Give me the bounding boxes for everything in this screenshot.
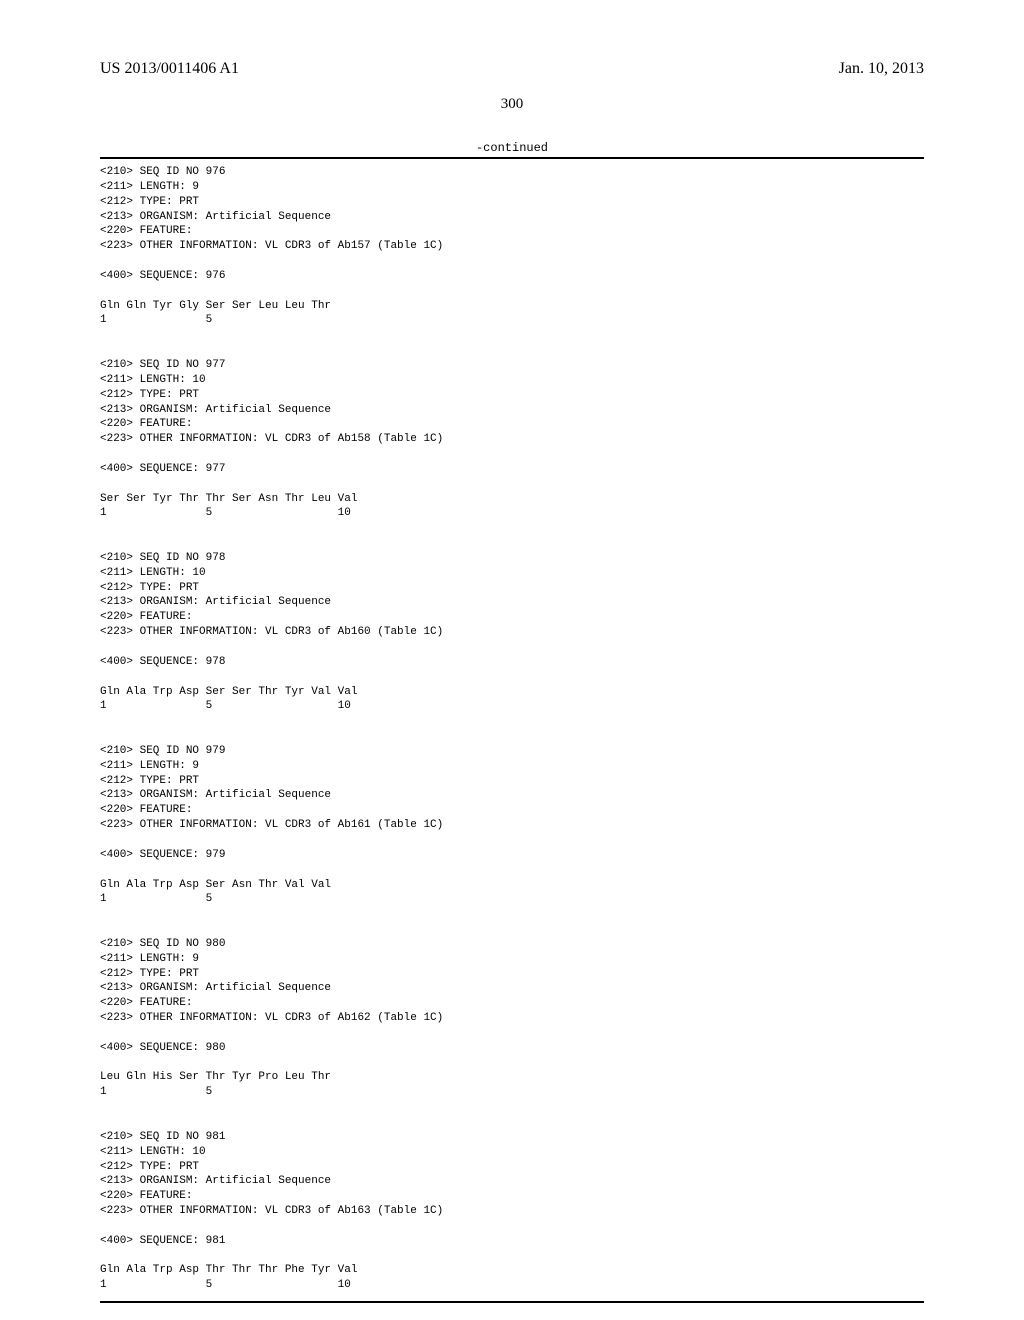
blank-line <box>100 328 924 343</box>
sequence-entry: <210> SEQ ID NO 981<211> LENGTH: 10<212>… <box>100 1130 924 1293</box>
sequence-line: <210> SEQ ID NO 977 <box>100 358 924 373</box>
sequence-line <box>100 640 924 655</box>
sequence-line: <211> LENGTH: 10 <box>100 566 924 581</box>
sequence-line: 1 5 10 <box>100 699 924 714</box>
blank-line <box>100 907 924 922</box>
sequence-line: <213> ORGANISM: Artificial Sequence <box>100 1174 924 1189</box>
sequence-line: Gln Gln Tyr Gly Ser Ser Leu Leu Thr <box>100 299 924 314</box>
divider-top <box>100 157 924 159</box>
sequence-line: <213> ORGANISM: Artificial Sequence <box>100 981 924 996</box>
blank-line <box>100 729 924 744</box>
sequence-line: <210> SEQ ID NO 981 <box>100 1130 924 1145</box>
blank-line <box>100 536 924 551</box>
sequence-line: <223> OTHER INFORMATION: VL CDR3 of Ab16… <box>100 625 924 640</box>
sequence-line: <220> FEATURE: <box>100 224 924 239</box>
sequence-line: <212> TYPE: PRT <box>100 774 924 789</box>
sequence-line: Leu Gln His Ser Thr Tyr Pro Leu Thr <box>100 1070 924 1085</box>
sequence-line: Gln Ala Trp Asp Ser Ser Thr Tyr Val Val <box>100 685 924 700</box>
sequence-line <box>100 833 924 848</box>
sequence-line: <211> LENGTH: 9 <box>100 952 924 967</box>
sequence-line: <223> OTHER INFORMATION: VL CDR3 of Ab16… <box>100 818 924 833</box>
sequence-line <box>100 254 924 269</box>
sequence-line: <213> ORGANISM: Artificial Sequence <box>100 210 924 225</box>
sequence-line: <400> SEQUENCE: 976 <box>100 269 924 284</box>
publication-date: Jan. 10, 2013 <box>839 60 924 78</box>
sequence-line: <213> ORGANISM: Artificial Sequence <box>100 788 924 803</box>
sequence-line <box>100 1219 924 1234</box>
sequence-line: 1 5 10 <box>100 506 924 521</box>
publication-id: US 2013/0011406 A1 <box>100 60 239 78</box>
sequence-line: <400> SEQUENCE: 977 <box>100 462 924 477</box>
blank-line <box>100 714 924 729</box>
sequence-line: 1 5 <box>100 1085 924 1100</box>
sequence-line: Gln Ala Trp Asp Thr Thr Thr Phe Tyr Val <box>100 1263 924 1278</box>
sequence-line: Gln Ala Trp Asp Ser Asn Thr Val Val <box>100 878 924 893</box>
sequence-line: <223> OTHER INFORMATION: VL CDR3 of Ab16… <box>100 1204 924 1219</box>
sequence-line <box>100 1026 924 1041</box>
sequence-line: <213> ORGANISM: Artificial Sequence <box>100 595 924 610</box>
sequence-line <box>100 1056 924 1071</box>
sequence-line: <223> OTHER INFORMATION: VL CDR3 of Ab16… <box>100 1011 924 1026</box>
sequence-line: <220> FEATURE: <box>100 996 924 1011</box>
sequence-entry: <210> SEQ ID NO 976<211> LENGTH: 9<212> … <box>100 165 924 358</box>
sequence-line: <210> SEQ ID NO 980 <box>100 937 924 952</box>
sequence-line: <400> SEQUENCE: 978 <box>100 655 924 670</box>
sequence-line: <220> FEATURE: <box>100 1189 924 1204</box>
sequence-line <box>100 284 924 299</box>
sequence-line: 1 5 10 <box>100 1278 924 1293</box>
sequence-line: <211> LENGTH: 9 <box>100 759 924 774</box>
page-number: 300 <box>100 96 924 113</box>
sequence-entry: <210> SEQ ID NO 979<211> LENGTH: 9<212> … <box>100 744 924 937</box>
page-header: US 2013/0011406 A1 Jan. 10, 2013 <box>100 60 924 78</box>
sequence-line: <210> SEQ ID NO 976 <box>100 165 924 180</box>
blank-line <box>100 343 924 358</box>
sequence-line <box>100 670 924 685</box>
sequence-line: <212> TYPE: PRT <box>100 581 924 596</box>
sequence-line: 1 5 <box>100 892 924 907</box>
sequence-line: 1 5 <box>100 313 924 328</box>
blank-line <box>100 1100 924 1115</box>
sequence-line: <220> FEATURE: <box>100 610 924 625</box>
sequence-line <box>100 477 924 492</box>
sequence-line: Ser Ser Tyr Thr Thr Ser Asn Thr Leu Val <box>100 492 924 507</box>
sequence-line: <213> ORGANISM: Artificial Sequence <box>100 403 924 418</box>
sequence-line: <212> TYPE: PRT <box>100 967 924 982</box>
sequence-entry: <210> SEQ ID NO 977<211> LENGTH: 10<212>… <box>100 358 924 551</box>
blank-line <box>100 1115 924 1130</box>
sequence-line: <210> SEQ ID NO 978 <box>100 551 924 566</box>
sequence-line: <211> LENGTH: 10 <box>100 373 924 388</box>
sequence-entry: <210> SEQ ID NO 978<211> LENGTH: 10<212>… <box>100 551 924 744</box>
sequence-listing: <210> SEQ ID NO 976<211> LENGTH: 9<212> … <box>100 165 924 1293</box>
sequence-line: <400> SEQUENCE: 979 <box>100 848 924 863</box>
sequence-line: <220> FEATURE: <box>100 417 924 432</box>
sequence-line: <212> TYPE: PRT <box>100 1160 924 1175</box>
sequence-line: <400> SEQUENCE: 980 <box>100 1041 924 1056</box>
sequence-line: <223> OTHER INFORMATION: VL CDR3 of Ab15… <box>100 432 924 447</box>
sequence-line <box>100 863 924 878</box>
sequence-line: <223> OTHER INFORMATION: VL CDR3 of Ab15… <box>100 239 924 254</box>
blank-line <box>100 922 924 937</box>
divider-bottom <box>100 1301 924 1303</box>
sequence-line: <220> FEATURE: <box>100 803 924 818</box>
sequence-line: <211> LENGTH: 9 <box>100 180 924 195</box>
sequence-entry: <210> SEQ ID NO 980<211> LENGTH: 9<212> … <box>100 937 924 1130</box>
sequence-line: <400> SEQUENCE: 981 <box>100 1234 924 1249</box>
sequence-line: <210> SEQ ID NO 979 <box>100 744 924 759</box>
continued-label: -continued <box>100 141 924 155</box>
sequence-line: <212> TYPE: PRT <box>100 388 924 403</box>
sequence-line <box>100 1249 924 1264</box>
sequence-line: <211> LENGTH: 10 <box>100 1145 924 1160</box>
sequence-line: <212> TYPE: PRT <box>100 195 924 210</box>
sequence-line <box>100 447 924 462</box>
blank-line <box>100 521 924 536</box>
